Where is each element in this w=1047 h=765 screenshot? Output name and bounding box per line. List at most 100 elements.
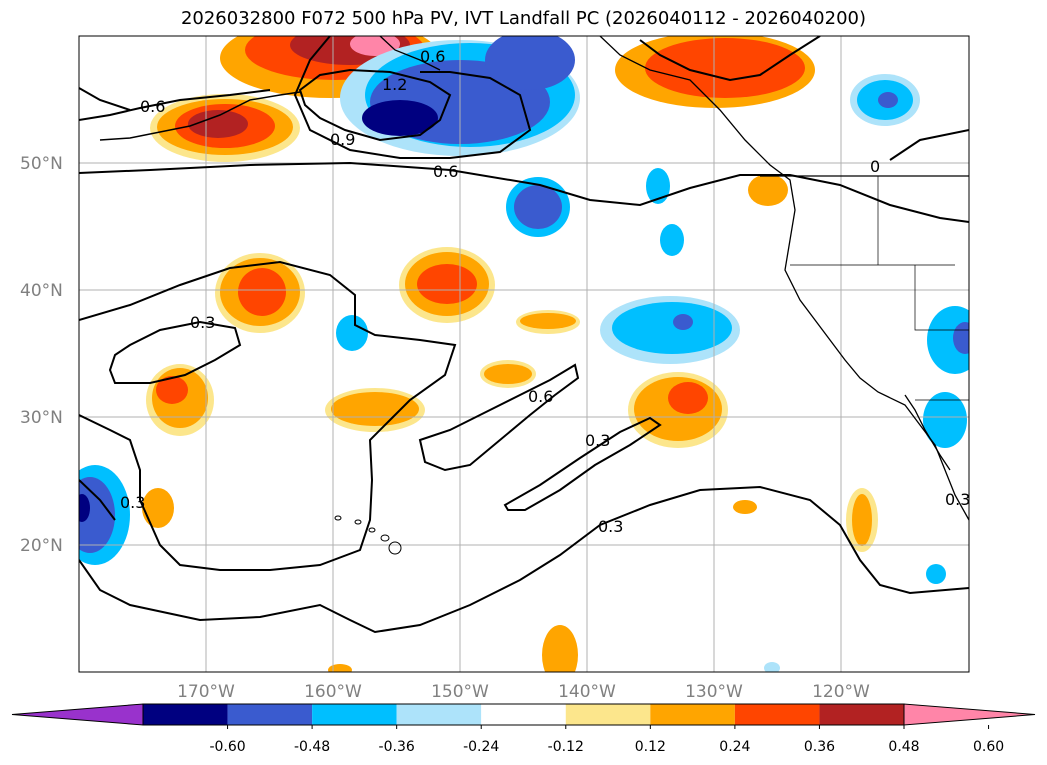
- pv-contour: [418, 363, 580, 472]
- negative-anomaly-blob: [612, 302, 732, 354]
- colorbar-label: -0.24: [463, 739, 499, 755]
- positive-anomaly-blob: [238, 268, 286, 316]
- lat-label: 30°N: [20, 408, 63, 428]
- lon-label: 130°W: [685, 682, 743, 702]
- colorbar-cell: [227, 704, 313, 725]
- positive-anomaly-blob: [142, 488, 174, 528]
- plot-title: 2026032800 F072 500 hPa PV, IVT Landfall…: [180, 8, 867, 29]
- pv-contour: [79, 89, 271, 121]
- positive-anomaly-blob: [484, 364, 532, 384]
- negative-anomaly-blob: [923, 392, 967, 448]
- positive-anomaly-blob: [156, 376, 188, 404]
- positive-anomaly-blob: [668, 382, 708, 414]
- contour-label: 0.3: [598, 517, 623, 536]
- lon-label: 160°W: [304, 682, 362, 702]
- lon-label: 170°W: [177, 682, 235, 702]
- colorbar-cell: [819, 704, 904, 725]
- latitude-labels: 50°N 40°N 30°N 20°N: [20, 154, 63, 556]
- contour-label: 0.6: [433, 162, 458, 181]
- north-america-coastline: [599, 36, 969, 521]
- longitude-labels: 170°W 160°W 150°W 140°W 130°W 120°W: [177, 682, 870, 702]
- positive-anomaly-blob: [331, 392, 419, 426]
- colorbar-label: -0.60: [209, 739, 245, 755]
- aleutian-islands: [99, 91, 301, 141]
- colorbar-cell: [396, 704, 482, 725]
- contour-label: 0.3: [585, 431, 610, 450]
- pv-contour: [79, 479, 116, 521]
- colorbar-extend-max: [903, 703, 1036, 726]
- negative-anomaly-blob: [878, 92, 898, 108]
- colorbar-cell: [734, 704, 820, 725]
- colorbar-cell: [312, 704, 397, 725]
- map-area: 0.6 1.2 0.9 0.6 0.6 0.3 0.6 0.3 0.3 0.3 …: [79, 36, 970, 672]
- negative-anomaly-blob: [764, 662, 780, 672]
- colorbar: -0.60 -0.48 -0.36 -0.24 -0.12 0.12 0.24 0.36 0.4…: [11, 703, 1036, 755]
- negative-anomaly-blob: [927, 306, 969, 374]
- colorbar-label: 0.36: [804, 739, 835, 755]
- colorbar-cell: [481, 704, 566, 725]
- negative-anomaly-blob: [79, 494, 90, 522]
- colorbar-cell: [143, 704, 228, 725]
- positive-anomaly-blob: [520, 313, 576, 329]
- lat-label: 50°N: [20, 154, 63, 174]
- pv-contour: [293, 36, 532, 159]
- alaska-coastline: [379, 36, 441, 71]
- contour-labels: 0.6 1.2 0.9 0.6 0.6 0.3 0.6 0.3 0.3 0.3 …: [120, 47, 970, 536]
- contour-label: 0.6: [528, 387, 553, 406]
- positive-anomaly-blob: [733, 500, 757, 514]
- colorbar-label: -0.48: [294, 739, 330, 755]
- state-border: [914, 265, 969, 331]
- contour-label: 0.3: [120, 493, 145, 512]
- positive-anomaly-blob: [645, 38, 805, 98]
- negative-anomaly-blob: [514, 185, 562, 229]
- pv-contour: [79, 87, 131, 111]
- pv-contour: [639, 36, 821, 82]
- lon-label: 140°W: [558, 682, 616, 702]
- negative-anomaly-blob: [926, 564, 946, 584]
- negative-anomaly-blob: [953, 322, 969, 354]
- contour-label: 0.6: [140, 97, 165, 116]
- lat-label: 20°N: [20, 536, 63, 556]
- colorbar-label: 0.60: [973, 739, 1004, 755]
- negative-anomaly-blob: [362, 100, 438, 136]
- positive-anomaly-blob: [852, 494, 872, 546]
- colorbar-cell: [650, 704, 735, 725]
- pv-contour: [108, 320, 242, 384]
- positive-anomaly-blob: [328, 664, 352, 672]
- map-border: [78, 35, 970, 673]
- pv-contour: [503, 416, 662, 511]
- negative-anomaly-blob: [485, 36, 575, 90]
- pv-contours: [79, 36, 969, 634]
- hawaii: [334, 515, 402, 555]
- negative-anomaly-blob: [660, 224, 684, 256]
- contour-label: 0.3: [945, 490, 970, 509]
- lat-label: 40°N: [20, 281, 63, 301]
- colorbar-extend-min: [11, 703, 144, 726]
- colorbar-cell: [565, 704, 651, 725]
- contour-label: 0.3: [190, 313, 215, 332]
- colorbar-label: 0.12: [635, 739, 666, 755]
- contour-label: 0: [870, 157, 880, 176]
- contour-label: 0.9: [330, 130, 355, 149]
- colorbar-label: 0.24: [719, 739, 750, 755]
- pv-contour: [79, 260, 457, 571]
- contour-label: 1.2: [382, 75, 407, 94]
- coastlines: [99, 36, 969, 521]
- lon-label: 150°W: [431, 682, 489, 702]
- positive-anomaly-blob: [350, 36, 400, 56]
- contour-label: 0.6: [420, 47, 445, 66]
- pv-contour: [79, 161, 969, 223]
- negative-anomaly-blob: [336, 315, 368, 351]
- pv-contour: [298, 68, 452, 142]
- baja-coastline: [904, 394, 951, 471]
- lon-label: 120°W: [812, 682, 870, 702]
- pv-contour: [79, 485, 969, 634]
- positive-anomaly-blob: [417, 264, 477, 304]
- positive-anomaly-blob: [188, 110, 248, 138]
- negative-anomaly-blob: [646, 168, 670, 204]
- positive-anomaly-blob: [542, 625, 578, 672]
- positive-anomaly-blob: [748, 174, 788, 206]
- colorbar-label: 0.48: [888, 739, 919, 755]
- colorbar-label: -0.36: [379, 739, 415, 755]
